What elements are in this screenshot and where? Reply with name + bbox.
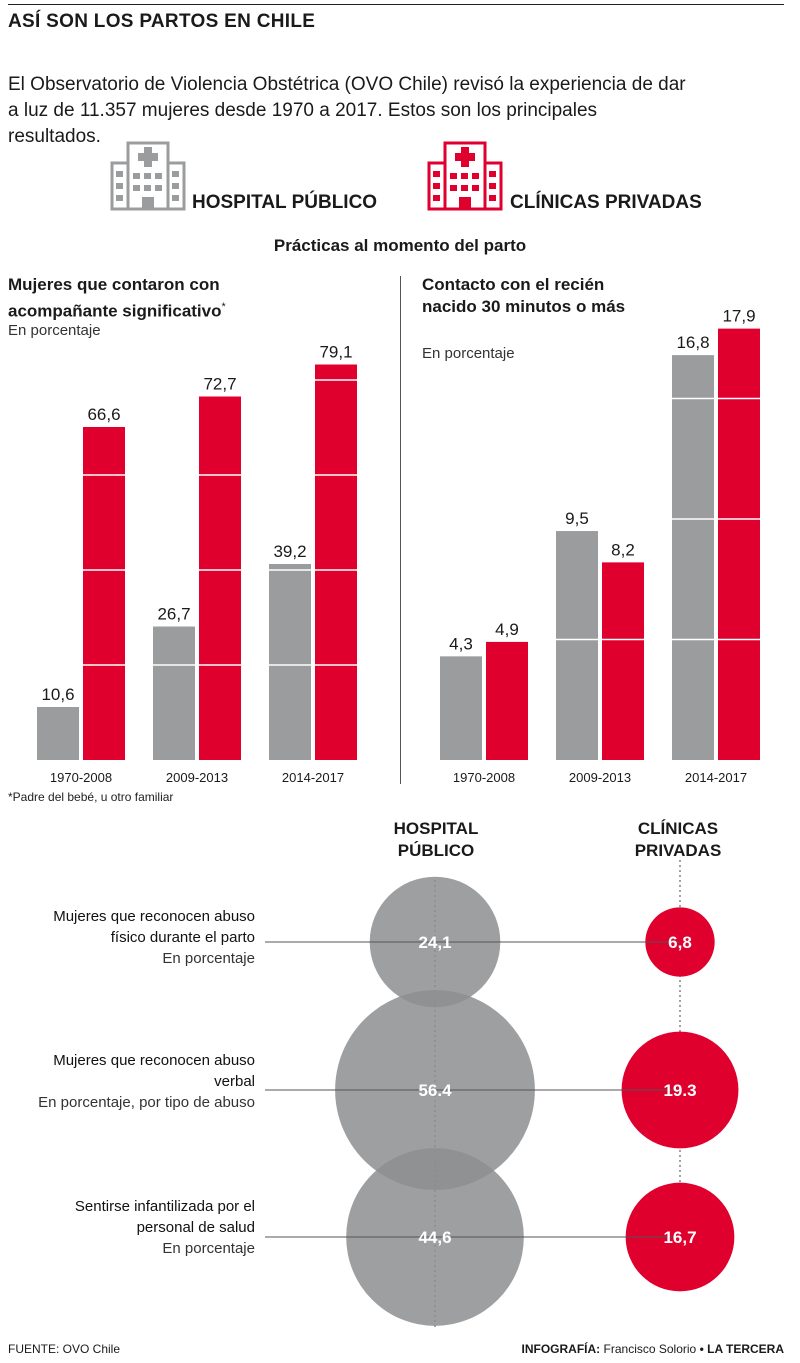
footer-source: FUENTE: OVO Chile: [8, 1342, 121, 1356]
page-title: ASÍ SON LOS PARTOS EN CHILE: [8, 11, 316, 32]
section-title: Prácticas al momento del parto: [273, 236, 527, 255]
bar-private-2: [602, 562, 644, 760]
x-tick-label: 2014-2017: [282, 770, 344, 785]
bar-public-2: [556, 531, 598, 760]
x-tick-label: 2009-2013: [166, 770, 228, 785]
bar-value-label: 16,8: [676, 333, 709, 352]
bar-value-label: 39,2: [273, 542, 306, 561]
intro-text: El Observatorio de Violencia Obstétrica …: [8, 74, 686, 147]
bar-public-3: [269, 564, 311, 760]
chart2-unit: En porcentaje: [422, 345, 515, 362]
bar-private-1: [83, 427, 125, 760]
bar-private-1: [486, 641, 528, 760]
x-tick-label: 1970-2008: [453, 770, 515, 785]
private-clinic-icon: [427, 141, 503, 211]
bar-value-label: 79,1: [319, 343, 352, 362]
bubble-row-label-2: Mujeres que reconocen abuso verbal En po…: [38, 1052, 255, 1111]
chart1-footnote: *Padre del bebé, u otro familiar: [8, 790, 174, 804]
bar-private-3: [315, 364, 357, 760]
bar-public-1: [440, 656, 482, 760]
chart-divider: [400, 276, 401, 784]
bubble-col-public: HOSPITAL PÚBLICO: [393, 819, 479, 860]
bubble-public-value: 44,6: [418, 1228, 451, 1247]
bubble-row-label-3: Sentirse infantilizada por el personal d…: [74, 1198, 255, 1257]
chart1-title: Mujeres que contaron con acompañante sig…: [8, 275, 226, 321]
bar-value-label: 17,9: [722, 307, 755, 326]
bar-value-label: 72,7: [203, 375, 236, 394]
bar-value-label: 66,6: [87, 405, 120, 424]
bar-private-2: [199, 396, 241, 760]
bar-public-2: [153, 626, 195, 760]
top-rule: [8, 4, 784, 5]
legend-public-label: HOSPITAL PÚBLICO: [192, 192, 378, 213]
x-tick-label: 1970-2008: [50, 770, 112, 785]
footer-credit: INFOGRAFÍA: Francisco Solorio • LA TERCE…: [521, 1342, 784, 1356]
bubble-private-value: 19.3: [663, 1081, 696, 1100]
bar-private-3: [718, 328, 760, 760]
public-hospital-icon: [110, 141, 186, 211]
bar-public-1: [37, 707, 79, 760]
bar-value-label: 8,2: [611, 540, 635, 559]
bubble-col-private: CLÍNICAS PRIVADAS: [634, 819, 722, 860]
bubble-public-value: 24,1: [418, 933, 451, 952]
chart2-title: Contacto con el recién nacido 30 minutos…: [422, 275, 626, 316]
x-tick-label: 2009-2013: [569, 770, 631, 785]
bubble-private-value: 16,7: [663, 1228, 696, 1247]
bubble-public-value: 56.4: [418, 1081, 452, 1100]
bubble-row-label-1: Mujeres que reconocen abuso físico duran…: [53, 908, 255, 967]
bar-value-label: 10,6: [41, 685, 74, 704]
legend-private-label: CLÍNICAS PRIVADAS: [510, 192, 702, 213]
chart2-bar-chart: 4,3 4,9 1970-2008 9,5 8,2 2009-2013 16,8 17,9 20…: [440, 307, 760, 785]
bar-value-label: 4,9: [495, 620, 519, 639]
x-tick-label: 2014-2017: [685, 770, 747, 785]
bar-value-label: 26,7: [157, 605, 190, 624]
bubble-chart: 24,1 6,8 56.4 19.3 44,6 16,7: [265, 860, 739, 1330]
bubble-private-value: 6,8: [668, 933, 692, 952]
bar-value-label: 4,3: [449, 634, 473, 653]
chart1-unit: En porcentaje: [8, 322, 101, 339]
chart1-bar-chart: 10,6 66,6 1970-2008 26,7 72,7 2009-2013 39,2 79…: [37, 343, 357, 785]
bar-public-3: [672, 355, 714, 760]
bar-value-label: 9,5: [565, 509, 589, 528]
